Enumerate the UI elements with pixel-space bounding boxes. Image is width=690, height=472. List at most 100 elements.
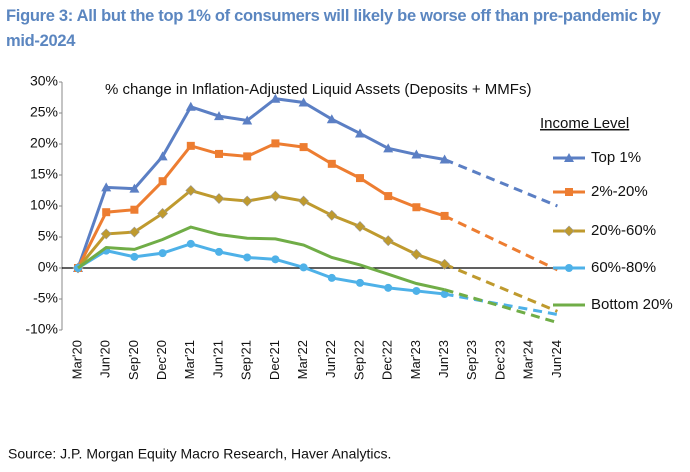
- marker: [565, 188, 573, 196]
- x-tick-label: Sep'21: [239, 340, 254, 380]
- marker: [129, 183, 140, 193]
- marker: [299, 263, 308, 272]
- y-tick-label: -5%: [33, 290, 58, 306]
- source: Source: J.P. Morgan Equity Macro Researc…: [8, 446, 391, 462]
- marker: [384, 283, 393, 292]
- marker: [241, 195, 253, 207]
- marker: [185, 185, 197, 196]
- marker: [412, 286, 421, 295]
- legend-label: 60%-80%: [591, 259, 656, 276]
- x-tick-label: Dec'20: [154, 340, 169, 380]
- y-tick-label: 30%: [30, 73, 58, 89]
- legend-label: 2%-20%: [591, 183, 648, 200]
- marker: [185, 101, 196, 111]
- series-line: [76, 97, 445, 269]
- marker: [355, 128, 365, 138]
- marker: [563, 225, 575, 237]
- marker: [243, 152, 252, 161]
- x-tick-label: Jun'21: [210, 340, 225, 378]
- x-tick-label: Dec'21: [267, 340, 282, 380]
- series-line: [77, 225, 445, 292]
- marker: [102, 208, 111, 217]
- forecast-line: [444, 158, 558, 208]
- marker: [439, 258, 451, 270]
- marker: [271, 139, 280, 148]
- marker: [270, 93, 281, 103]
- marker: [440, 211, 449, 220]
- marker: [384, 192, 393, 201]
- marker: [214, 111, 224, 121]
- marker: [130, 252, 139, 261]
- marker: [412, 203, 421, 212]
- x-tick-label: Jun'22: [323, 340, 338, 378]
- marker: [128, 226, 140, 238]
- marker: [298, 195, 310, 207]
- series-line: [77, 242, 445, 296]
- x-tick-label: Mar'24: [521, 340, 536, 379]
- marker: [158, 177, 167, 186]
- marker: [130, 205, 139, 214]
- x-tick-label: Jun'23: [436, 340, 451, 378]
- marker: [298, 97, 309, 107]
- forecast-line: [443, 214, 559, 272]
- marker: [327, 159, 336, 168]
- x-tick-label: Mar'21: [182, 340, 197, 379]
- chart-subtitle: % change in Inflation-Adjusted Liquid As…: [105, 81, 531, 98]
- y-tick-label: 20%: [30, 135, 58, 151]
- x-tick-label: Sep'22: [351, 340, 366, 380]
- x-tick-label: Sep'20: [126, 340, 141, 380]
- series-line: [76, 188, 446, 269]
- marker: [271, 255, 280, 264]
- marker: [382, 235, 394, 247]
- y-tick-label: -10%: [25, 321, 58, 337]
- x-tick-label: Sep'23: [464, 340, 479, 380]
- marker: [157, 151, 168, 161]
- x-tick-label: Jun'20: [98, 340, 113, 378]
- marker: [157, 208, 169, 219]
- marker: [356, 278, 364, 287]
- forecast-line: [444, 262, 558, 313]
- forecast-line: [444, 288, 558, 325]
- marker: [215, 149, 223, 158]
- marker: [440, 290, 449, 299]
- marker: [186, 239, 195, 248]
- marker: [326, 114, 337, 124]
- marker: [158, 249, 167, 258]
- marker: [327, 273, 336, 282]
- marker: [186, 141, 195, 150]
- marker: [242, 115, 253, 125]
- marker: [564, 153, 574, 162]
- marker: [101, 182, 112, 192]
- legend-label: Bottom 20%: [591, 296, 673, 313]
- marker: [565, 264, 573, 272]
- marker: [383, 143, 394, 153]
- marker: [100, 228, 112, 240]
- marker: [269, 190, 281, 202]
- x-tick-label: Dec'23: [492, 340, 507, 380]
- series-line: [76, 141, 446, 269]
- x-tick-label: Mar'22: [295, 340, 310, 379]
- marker: [354, 221, 366, 232]
- x-tick-label: Mar'20: [69, 340, 84, 379]
- x-tick-label: Mar'23: [408, 340, 423, 379]
- legend-label: 20%-60%: [591, 222, 656, 239]
- marker: [410, 248, 422, 260]
- x-tick-label: Jun'24: [549, 340, 564, 378]
- y-tick-label: 25%: [30, 104, 58, 120]
- forecast-line: [444, 292, 558, 316]
- marker: [215, 247, 223, 256]
- legend-label: Top 1%: [591, 149, 641, 166]
- legend-title: Income Level: [540, 115, 629, 132]
- y-tick-label: 15%: [30, 166, 58, 182]
- marker: [439, 154, 450, 164]
- y-tick-label: 10%: [30, 197, 58, 213]
- marker: [213, 193, 225, 204]
- y-tick-label: 0%: [38, 259, 58, 275]
- marker: [243, 253, 252, 262]
- y-tick-label: 5%: [38, 228, 58, 244]
- marker: [299, 143, 308, 152]
- marker: [356, 174, 364, 183]
- marker: [326, 209, 338, 221]
